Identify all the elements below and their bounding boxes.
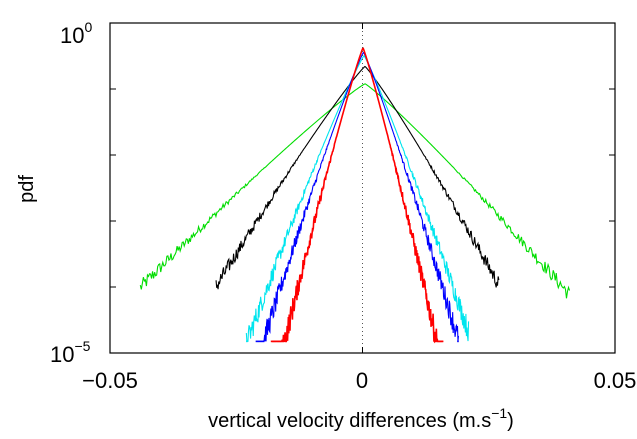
series-0 [139,83,571,299]
y-tick-label-bottom: 10−5 [50,338,91,367]
series-4-floor-point [282,340,284,343]
x-tick-label-left: −0.05 [82,368,138,393]
series-4-floor-point [441,340,444,343]
series-line-4 [271,47,444,344]
x-tick-label-right: 0.05 [594,368,637,393]
x-axis-label-main: vertical velocity differences (m.s [208,410,491,432]
series-4-floor-point [438,340,440,343]
y-tick-top-base: 10 [60,23,84,48]
series-3-floor-point [261,340,264,343]
series-layer [139,47,571,344]
series-4-floor-point [274,340,277,343]
tick-layer [109,22,616,354]
series-line-2 [245,55,470,342]
y-tick-top-exp: 0 [84,19,92,35]
series-4-floor-point [436,340,439,343]
series-4-floor-point [434,340,437,343]
series-3-floor-point [259,340,262,343]
series-4-floor-point [272,340,274,343]
x-tick-label-zero: 0 [356,368,368,393]
x-axis-label-exp: −1 [491,405,507,421]
series-4-floor-point [270,340,273,343]
y-axis-label: pdf [16,175,38,203]
series-4-floor-point [276,340,279,343]
series-4-floor-point [278,340,280,343]
series-4-floor-point [273,340,275,343]
series-4-floor-point [280,340,283,343]
series-line-1 [215,65,500,290]
series-3-floor-point [457,340,459,343]
series-4-floor-point [285,340,287,343]
plot-background [110,23,615,353]
series-4-floor-point [279,340,281,343]
series-3-floor-point [262,340,265,343]
series-3-floor-point [258,340,261,343]
series-3-floor-point [257,340,259,343]
series-3-floor-point [255,340,258,343]
series-1 [215,65,500,290]
series-line-0 [139,83,571,299]
x-axis-label-close: ) [507,410,514,432]
y-tick-bottom-exp: −5 [74,338,90,354]
series-2-floor-point [246,340,248,343]
series-4 [270,47,444,344]
y-tick-bottom-base: 10 [50,342,74,367]
series-2 [245,55,470,343]
x-axis-label: vertical velocity differences (m.s−1) [208,405,514,432]
y-tick-label-top: 100 [60,19,92,48]
series-4-floor-point [439,340,441,343]
series-4-floor-point [275,340,278,343]
series-4-floor-point [440,340,443,343]
